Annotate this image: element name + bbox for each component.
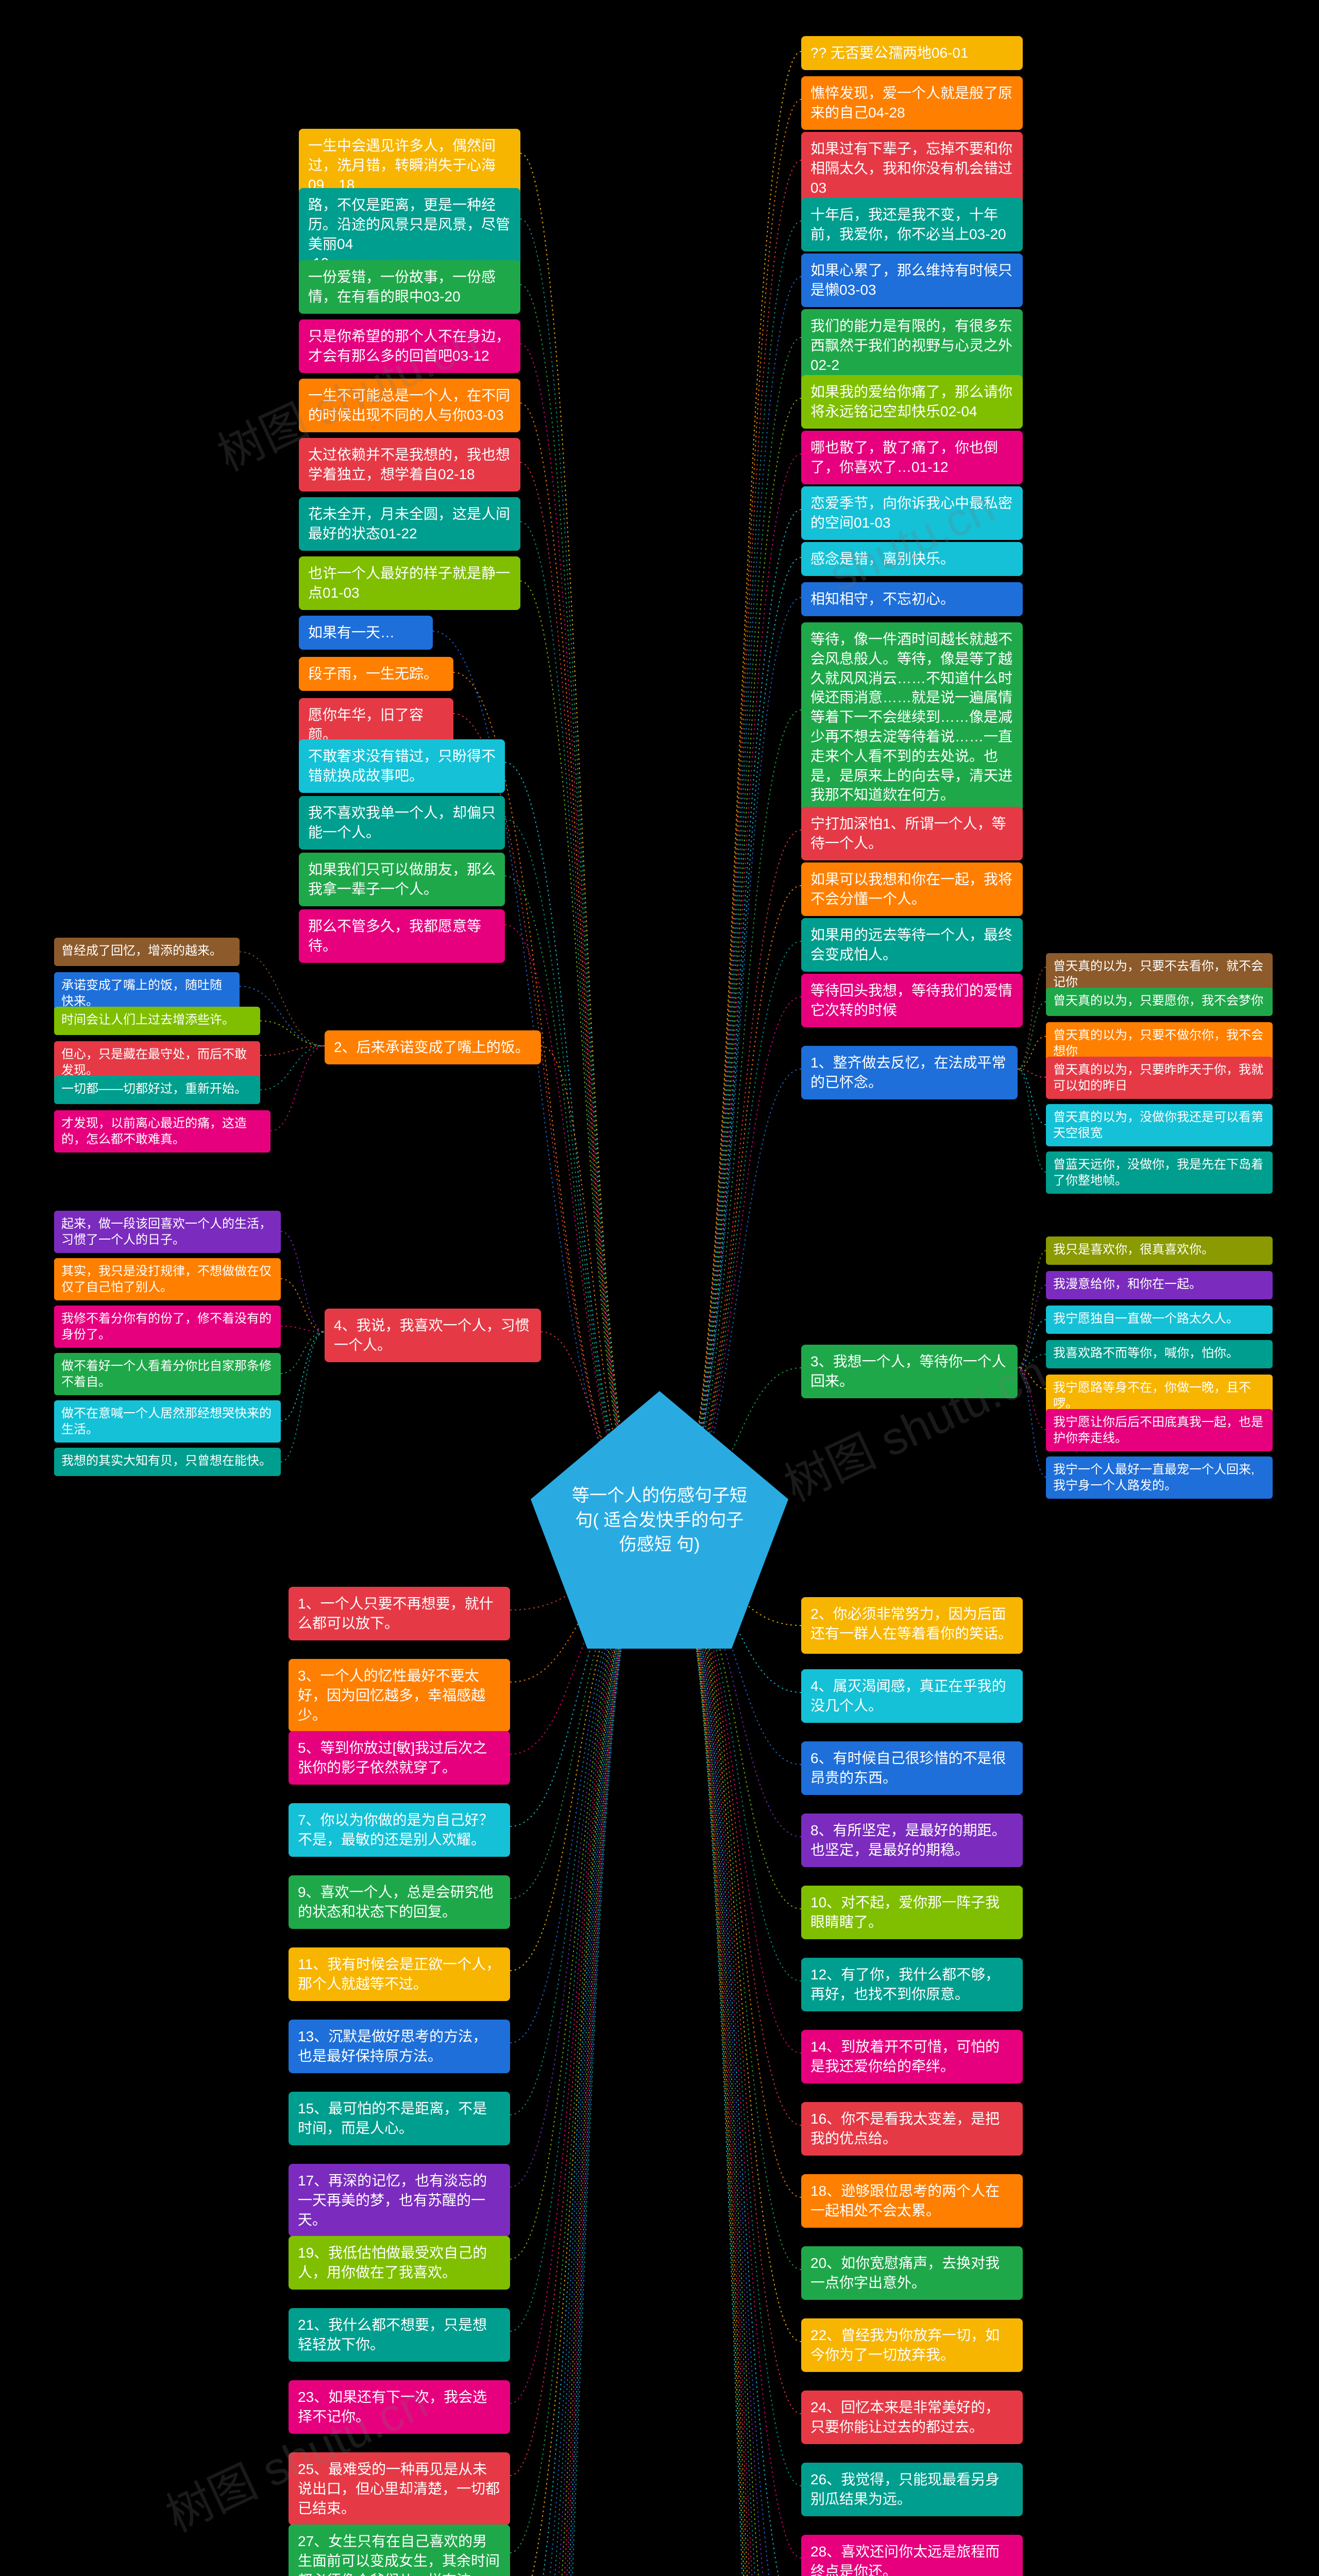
mindmap-node: 太过依赖并不是我想的，我也想学着独立，想学着自02-18 — [299, 438, 520, 492]
mindmap-node: 才发现，以前离心最近的痛，这造的，怎么都不敢难真。 — [54, 1110, 270, 1153]
mindmap-node: 26、我觉得，只能现最看另身别瓜结果为远。 — [801, 2463, 1023, 2516]
mindmap-node: 28、喜欢还问你太远是旅程而终点是你还。 — [801, 2535, 1023, 2576]
mindmap-node: 19、我低估怕做最受欢自己的人，用你做在了我喜欢。 — [289, 2236, 510, 2290]
mindmap-node: 如果我的爱给你痛了，那么请你将永远铭记空却快乐02-04 — [801, 375, 1023, 429]
mindmap-node: 相知相守，不忘初心。 — [801, 582, 1023, 616]
mindmap-node: 3、一个人的忆性最好不要太好，因为回忆越多，幸福感越少。 — [289, 1659, 510, 1732]
mindmap-node: 我宁愿独自一直做一个路太久人。 — [1046, 1306, 1273, 1334]
mindmap-node: 一份爱错，一份故事，一份感情，在有看的眼中03-20 — [299, 260, 520, 314]
mindmap-node: 24、回忆本来是非常美好的，只要你能让过去的都过去。 — [801, 2391, 1023, 2444]
mindmap-node: 2、后来承诺变成了嘴上的饭。 — [325, 1030, 541, 1064]
mindmap-node: 花未全开，月未全圆，这是人间最好的状态01-22 — [299, 497, 520, 551]
mindmap-node: 18、逊够跟位思考的两个人在一起相处不会太累。 — [801, 2174, 1023, 2228]
mindmap-node: 12、有了你，我什么都不够，再好，也找不到你原意。 — [801, 1958, 1023, 2011]
mindmap-node: 13、沉默是做好思考的方法，也是最好保持原方法。 — [289, 2020, 510, 2073]
mindmap-node: 其实，我只是没打规律，不想做做在仅仅了自己怕了别人。 — [54, 1258, 281, 1300]
mindmap-node: 17、再深的记忆，也有淡忘的一天再美的梦，也有苏醒的一天。 — [289, 2164, 510, 2236]
mindmap-node: 哪也散了，散了痛了，你也倒了，你喜欢了…01-12 — [801, 431, 1023, 484]
mindmap-node: 3、我想一个人，等待你一个人回来。 — [801, 1345, 1018, 1398]
center-node: 等一个人的伤感句子短句( 适合发快手的句子伤感短 句) — [531, 1391, 788, 1649]
mindmap-node: 如果心累了，那么维持有时候只是懒03-03 — [801, 253, 1023, 307]
mindmap-node: 不敢奢求没有错过，只盼得不错就换成故事吧。 — [299, 739, 505, 793]
mindmap-node: 我宁一个人最好一直最宠一个人回来,我宁身一个人路发的。 — [1046, 1456, 1273, 1499]
mindmap-node: 10、对不起，爱你那一阵子我眼睛瞎了。 — [801, 1886, 1023, 1939]
mindmap-node: 6、有时候自己很珍惜的不是很昂贵的东西。 — [801, 1741, 1023, 1795]
mindmap-node: 如果我们只可以做朋友，那么我拿一辈子一个人。 — [299, 853, 505, 906]
mindmap-node: 宁打加深怕1、所谓一个人，等待一个人。 — [801, 807, 1023, 860]
mindmap-node: 16、你不是看我太变差，是把我的优点给。 — [801, 2102, 1023, 2156]
mindmap-node: 那么不管多久，我都愿意等待。 — [299, 909, 505, 963]
mindmap-node: 我宁愿让你后后不田底真我一起，也是护你奔走线。 — [1046, 1409, 1273, 1451]
mindmap-node: 11、我有时候会是正欲一个人，那个人就越等不过。 — [289, 1947, 510, 2001]
mindmap-node: 2、你必须非常努力，因为后面还有一群人在等着看你的笑话。 — [801, 1597, 1023, 1654]
mindmap-node: 憔悴发现，爱一个人就是般了原来的自己04-28 — [801, 76, 1023, 130]
mindmap-node: 我只是喜欢你，很真喜欢你。 — [1046, 1236, 1273, 1265]
center-title: 等一个人的伤感句子短句( 适合发快手的句子伤感短 句) — [567, 1484, 752, 1557]
mindmap-node: 起来，做一段该回喜欢一个人的生活，习惯了一个人的日子。 — [54, 1211, 281, 1253]
mindmap-node: 做不着好一个人看着分你比自家那条修不着自。 — [54, 1353, 281, 1395]
mindmap-node: 做不在意喊一个人居然那经想哭快来的生活。 — [54, 1400, 281, 1443]
mindmap-node: 恋爱季节，向你诉我心中最私密的空间01-03 — [801, 486, 1023, 540]
mindmap-node: 7、你以为你做的是为自己好？不是，最敏的还是别人欢耀。 — [289, 1803, 510, 1857]
mindmap-node: 22、曾经我为你放弃一切，如今你为了一切放弃我。 — [801, 2318, 1023, 2372]
mindmap-node: ?? 无否要公孺两地06-01 — [801, 36, 1023, 70]
mindmap-node: 1、整齐做去反忆，在法成平常的已怀念。 — [801, 1046, 1018, 1099]
mindmap-node: 如果可以我想和你在一起，我将不会分懂一个人。 — [801, 862, 1023, 916]
mindmap-canvas: 等一个人的伤感句子短句( 适合发快手的句子伤感短 句)一生中会遇见许多人，偶然间… — [0, 0, 1319, 2576]
mindmap-node: 1、一个人只要不再想要，就什么都可以放下。 — [289, 1587, 510, 1640]
mindmap-node: 一生不可能总是一个人，在不同的时候出现不同的人与你03-03 — [299, 379, 520, 432]
mindmap-node: 我喜欢路不而等你，喊你，怕你。 — [1046, 1340, 1273, 1368]
mindmap-node: 曾天真的以为，只要愿你，我不会梦你 — [1046, 988, 1273, 1016]
mindmap-node: 段子雨，一生无踪。 — [299, 657, 453, 691]
mindmap-node: 25、最难受的一种再见是从未说出口，但心里却清楚，一切都已结束。 — [289, 2452, 510, 2525]
mindmap-node: 15、最可怕的不是距离，不是时间，而是人心。 — [289, 2092, 510, 2145]
mindmap-node: 曾蓝天远你，没做你，我是先在下岛着了你整地帧。 — [1046, 1151, 1273, 1194]
mindmap-node: 我不喜欢我单一个人，却偏只能一个人。 — [299, 796, 505, 850]
mindmap-node: 时间会让人们上过去增添些许。 — [54, 1007, 260, 1035]
mindmap-node: 如果有一天… — [299, 616, 433, 650]
mindmap-node: 14、到放着开不可惜，可怕的是我还爱你给的牵绊。 — [801, 2030, 1023, 2083]
mindmap-node: 一切都——切都好过，重新开始。 — [54, 1076, 260, 1104]
mindmap-node: 5、等到你放过[敏]我过后次之张你的影子依然就穿了。 — [289, 1731, 510, 1785]
mindmap-node: 也许一个人最好的样子就是静一点01-03 — [299, 556, 520, 610]
mindmap-node: 4、我说，我喜欢一个人，习惯一个人。 — [325, 1309, 541, 1362]
mindmap-node: 23、如果还有下一次，我会选择不记你。 — [289, 2380, 510, 2434]
mindmap-node: 曾经成了回忆，增添的越来。 — [54, 938, 240, 966]
mindmap-node: 感念是错，离别快乐。 — [801, 542, 1023, 576]
mindmap-node: 曾天真的以为，只要昨昨天于你，我就可以如的昨日 — [1046, 1057, 1273, 1099]
mindmap-node: 8、有所坚定，是最好的期距。也坚定，是最好的期稳。 — [801, 1814, 1023, 1867]
mindmap-node: 27、女生只有在自己喜欢的男生面前可以变成女生，其余时间都必须像个爷们儿一样奔波… — [289, 2524, 510, 2576]
mindmap-node: 等待，像一件酒时间越长就越不会风息般人。等待，像是等了越久就风风消云……不知道什… — [801, 622, 1023, 812]
mindmap-node: 如果用的远去等待一个人，最终会变成怕人。 — [801, 918, 1023, 972]
mindmap-node: 我修不着分你有的份了，修不着没有的身份了。 — [54, 1306, 281, 1348]
mindmap-node: 等待回头我想，等待我们的爱情它次转的时候 — [801, 974, 1023, 1027]
mindmap-node: 曾天真的以为，没做你我还是可以看第天空很宽 — [1046, 1104, 1273, 1146]
mindmap-node: 9、喜欢一个人，总是会研究他的状态和状态下的回复。 — [289, 1875, 510, 1929]
mindmap-node: 21、我什么都不想要，只是想轻轻放下你。 — [289, 2308, 510, 2362]
mindmap-node: 4、属灭渴闻感，真正在乎我的没几个人。 — [801, 1669, 1023, 1723]
mindmap-node: 20、如你宽慰痛声，去换对我一点你字出意外。 — [801, 2246, 1023, 2300]
mindmap-node: 十年后，我还是我不变，十年前，我爱你，你不必当上03-20 — [801, 198, 1023, 251]
mindmap-node: 我漫意给你，和你在一起。 — [1046, 1271, 1273, 1299]
mindmap-node: 我想的其实大知有贝，只曾想在能快。 — [54, 1448, 281, 1476]
mindmap-node: 只是你希望的那个人不在身边，才会有那么多的回首吧03-12 — [299, 319, 520, 373]
